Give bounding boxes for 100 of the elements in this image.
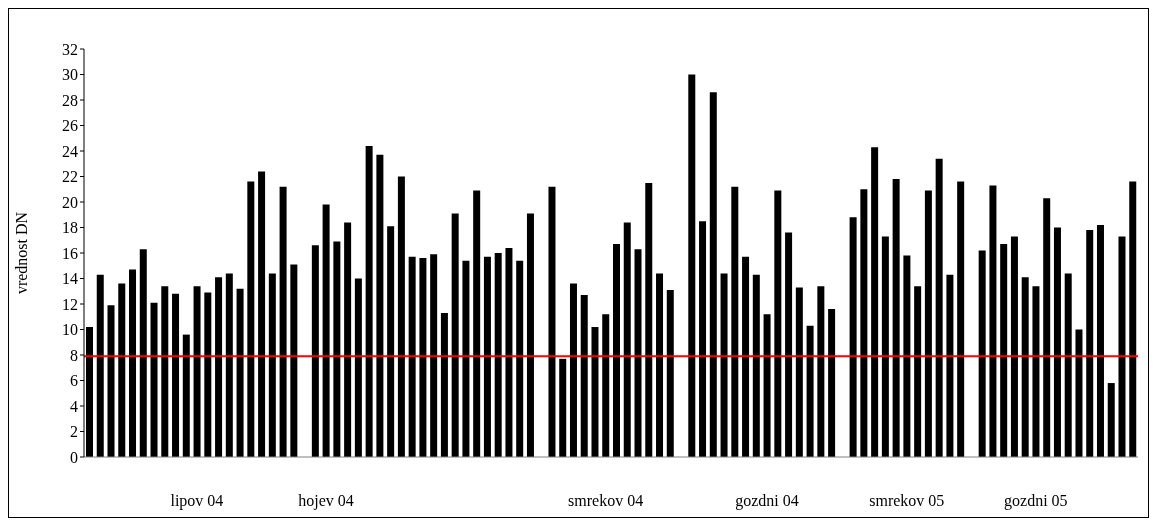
bar <box>903 255 911 457</box>
bar <box>419 258 427 457</box>
y-axis-title: vrednost DN <box>12 211 30 295</box>
y-tick-label: 28 <box>62 91 78 109</box>
bar <box>817 286 825 457</box>
bar <box>591 326 599 457</box>
y-tick-label: 14 <box>62 270 78 288</box>
bar <box>1107 383 1115 457</box>
bar <box>182 334 190 457</box>
bar <box>1118 236 1126 457</box>
bar <box>978 250 986 457</box>
bar <box>1086 230 1094 457</box>
bar <box>914 286 922 457</box>
bar <box>720 273 728 457</box>
bar <box>397 176 405 457</box>
bar <box>258 171 266 457</box>
bar <box>828 309 836 457</box>
bar <box>1096 224 1104 457</box>
y-tick-label: 2 <box>70 423 78 441</box>
bar <box>1032 286 1040 457</box>
bar <box>1053 227 1061 457</box>
y-tick-label: 26 <box>62 117 78 135</box>
bar <box>709 92 717 457</box>
bar <box>548 186 556 457</box>
bar <box>526 213 534 457</box>
y-tick-label: 18 <box>62 219 78 237</box>
bar <box>1000 244 1008 457</box>
bar <box>279 186 287 457</box>
x-tick-label: smrekov 05 <box>869 492 945 510</box>
bar <box>1010 236 1018 457</box>
bar <box>129 269 137 457</box>
bar <box>742 256 750 457</box>
bar <box>333 241 341 457</box>
bar <box>892 179 900 457</box>
y-tick-label: 0 <box>70 448 78 466</box>
bar <box>1043 198 1051 457</box>
bar <box>290 264 298 457</box>
bar <box>473 190 481 457</box>
bar <box>344 222 352 457</box>
y-tick-label: 8 <box>70 346 78 364</box>
bar <box>1064 273 1072 457</box>
bar <box>613 244 620 457</box>
bar <box>516 260 524 457</box>
bar <box>236 288 244 457</box>
y-tick-label: 24 <box>62 142 78 160</box>
y-tick-label: 16 <box>62 244 78 262</box>
x-tick-label: lipov 04 <box>170 492 224 511</box>
bar <box>96 274 104 457</box>
bar <box>387 226 395 457</box>
bar <box>225 273 233 457</box>
bar <box>483 256 491 457</box>
bar <box>408 256 416 457</box>
bar <box>559 358 567 457</box>
bar <box>785 232 793 457</box>
bar <box>118 283 126 457</box>
bar <box>505 247 513 457</box>
y-tick-label: 32 <box>62 40 78 58</box>
bar <box>150 302 158 457</box>
bar <box>204 292 212 457</box>
bar <box>774 190 782 457</box>
bar <box>569 283 577 457</box>
bar <box>172 293 180 457</box>
x-tick-label: smrekov 04 <box>568 492 644 510</box>
bar <box>1129 181 1137 457</box>
bar <box>322 204 330 457</box>
bar <box>494 253 502 457</box>
bar <box>849 217 857 457</box>
x-tick-label: gozdni 04 <box>735 492 799 511</box>
bar <box>989 185 997 457</box>
bar <box>193 286 201 457</box>
bar <box>602 314 610 457</box>
bar <box>806 325 814 457</box>
y-tick-label: 10 <box>62 321 78 339</box>
bar <box>440 312 448 457</box>
y-tick-label: 12 <box>62 295 78 313</box>
bar <box>656 273 664 457</box>
bar <box>860 189 868 457</box>
y-tick-label: 6 <box>70 372 78 390</box>
bar <box>666 289 674 457</box>
x-tick-label: gozdni 05 <box>1004 492 1068 511</box>
bar <box>924 190 932 457</box>
y-tick-label: 22 <box>62 168 78 186</box>
bar <box>957 181 965 457</box>
bar <box>731 186 739 457</box>
bar <box>311 245 319 457</box>
bar <box>871 147 879 457</box>
x-tick-label: hojev 04 <box>298 492 354 511</box>
bar <box>107 305 115 457</box>
bar <box>365 145 373 457</box>
bar <box>354 278 362 457</box>
bar <box>634 249 642 457</box>
bar <box>1075 329 1083 457</box>
bar <box>215 277 223 457</box>
bar <box>688 74 696 457</box>
bar <box>645 182 653 457</box>
bar <box>139 249 147 457</box>
bar <box>752 274 760 457</box>
y-tick-label: 4 <box>70 397 78 415</box>
bar <box>623 222 631 457</box>
bar <box>462 260 470 457</box>
